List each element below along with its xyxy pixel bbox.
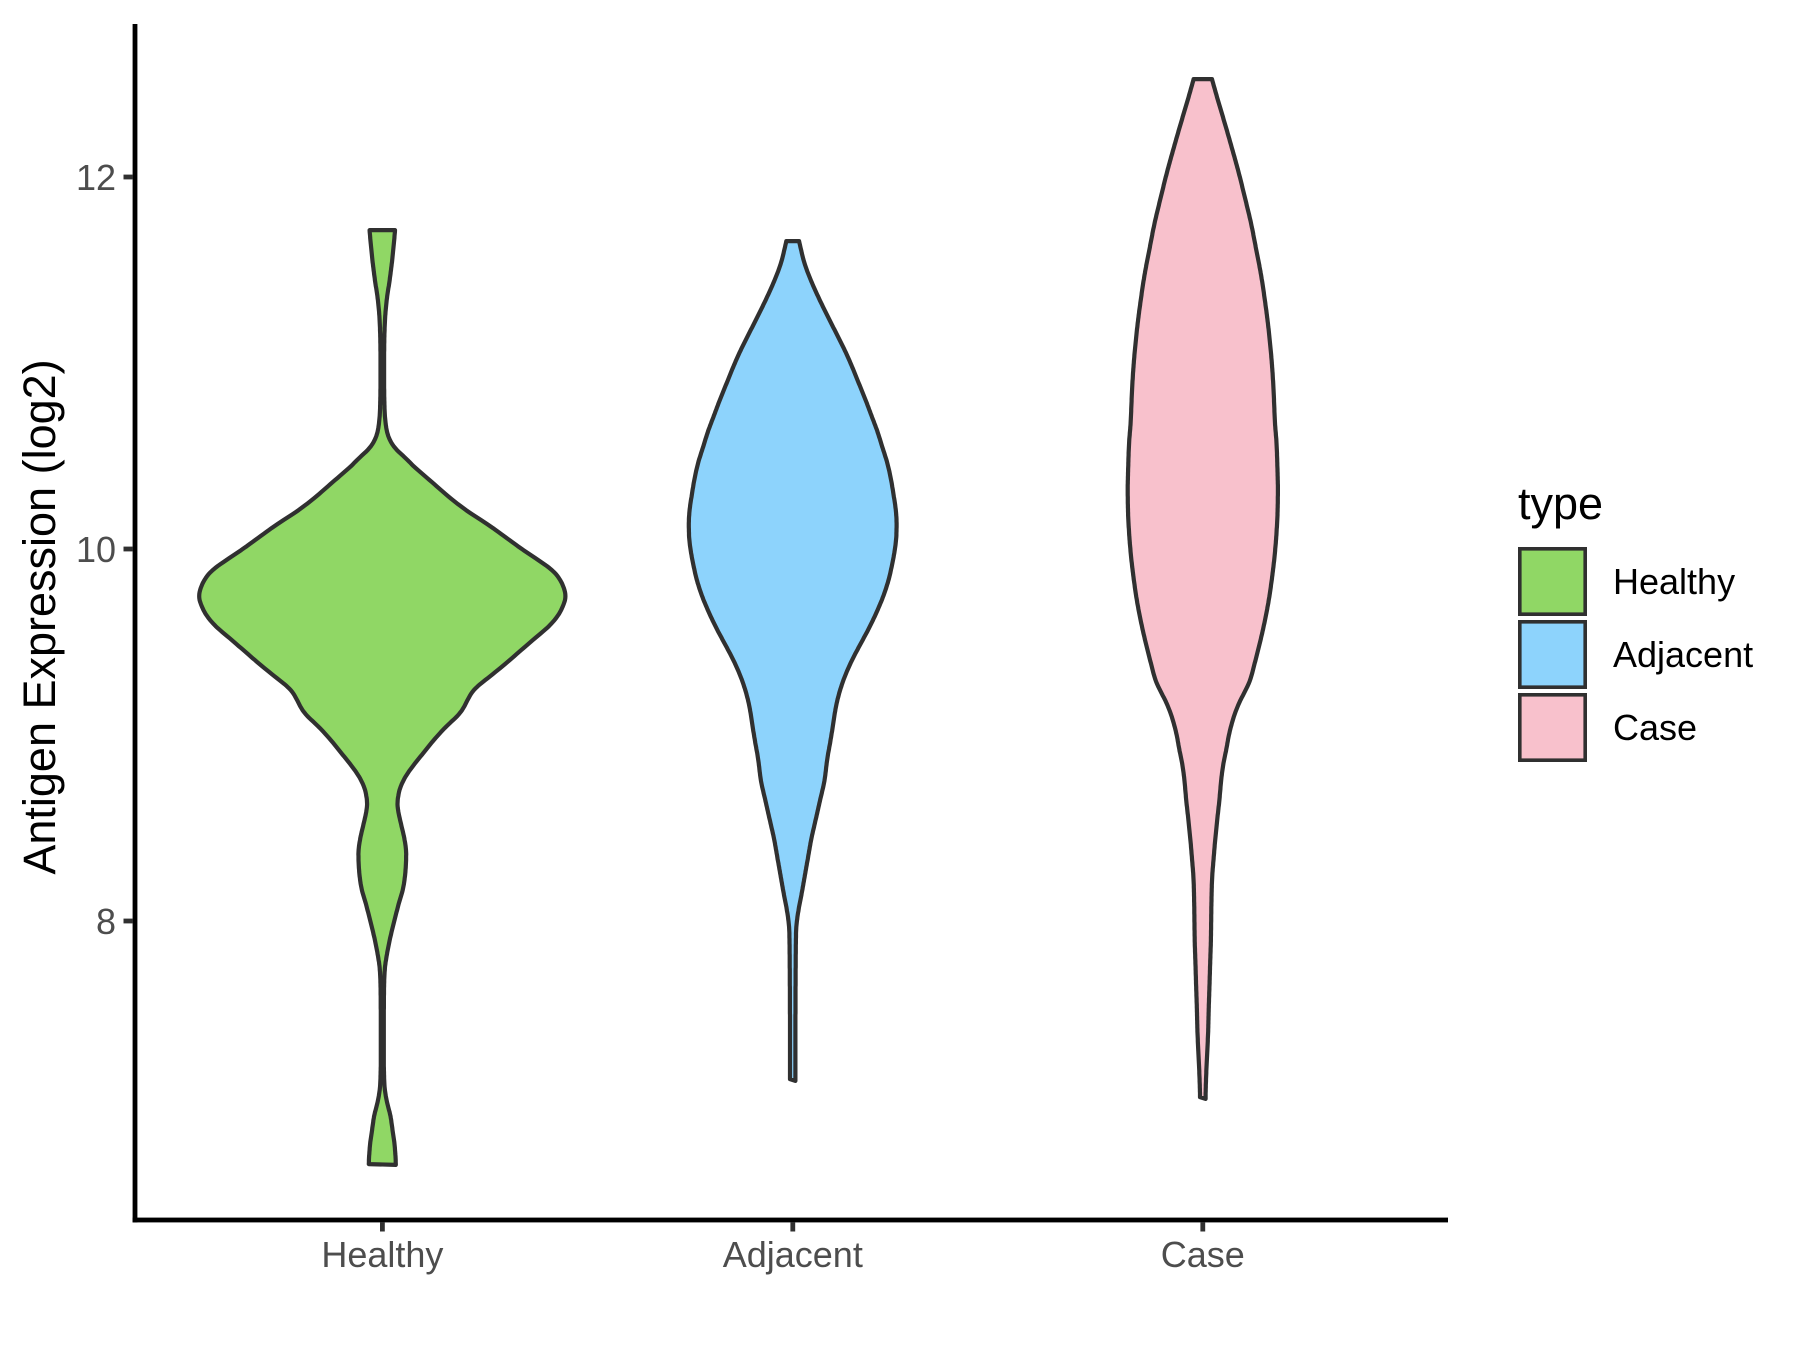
svg-text:Adjacent: Adjacent bbox=[723, 1234, 863, 1275]
svg-text:8: 8 bbox=[96, 901, 116, 942]
svg-text:12: 12 bbox=[76, 157, 116, 198]
svg-text:Adjacent: Adjacent bbox=[1613, 634, 1753, 675]
svg-text:Healthy: Healthy bbox=[1613, 561, 1735, 602]
svg-text:Case: Case bbox=[1161, 1234, 1245, 1275]
svg-text:10: 10 bbox=[76, 529, 116, 570]
svg-text:Case: Case bbox=[1613, 707, 1697, 748]
svg-text:Healthy: Healthy bbox=[321, 1234, 443, 1275]
svg-text:type: type bbox=[1518, 478, 1603, 529]
svg-text:Antigen Expression (log2): Antigen Expression (log2) bbox=[14, 359, 65, 874]
